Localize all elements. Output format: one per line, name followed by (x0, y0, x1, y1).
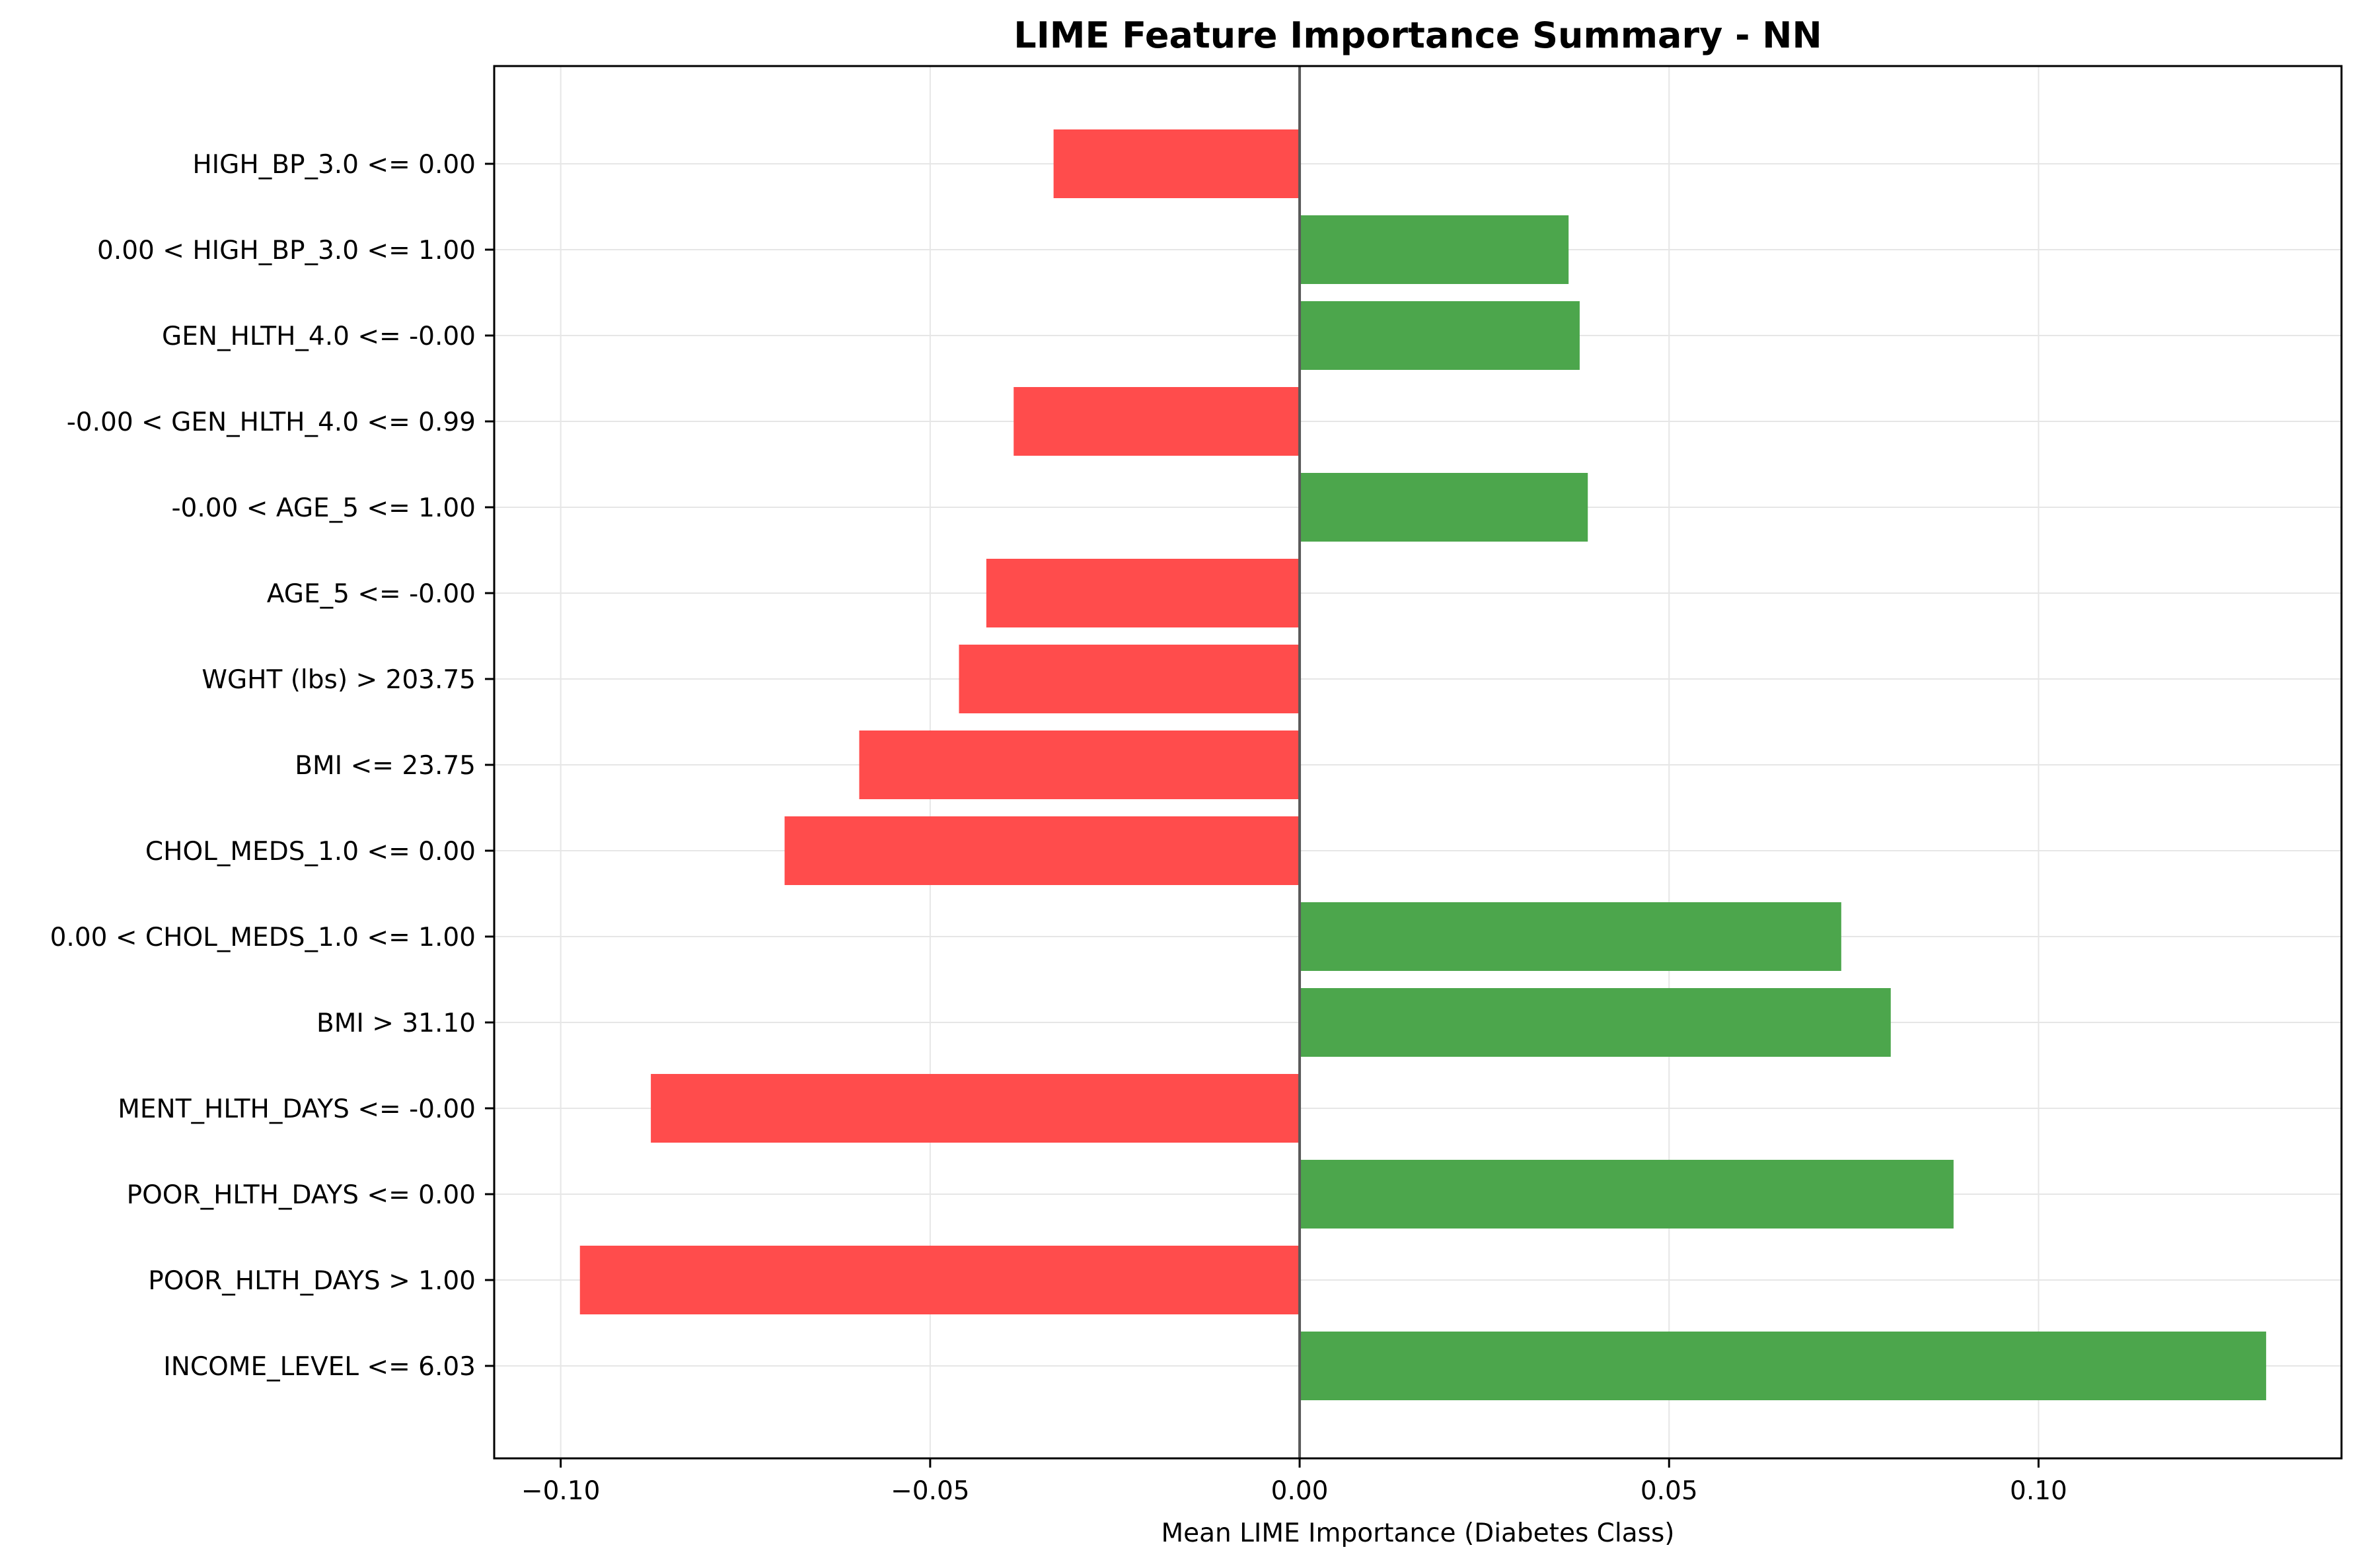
y-tick-label: MENT_HLTH_DAYS <= -0.00 (118, 1094, 476, 1124)
bar (859, 731, 1300, 799)
y-tick-label: CHOL_MEDS_1.0 <= 0.00 (145, 837, 476, 867)
bar (1300, 1332, 2266, 1400)
y-tick-label: -0.00 < AGE_5 <= 1.00 (171, 493, 476, 523)
y-tick-label: 0.00 < CHOL_MEDS_1.0 <= 1.00 (50, 923, 476, 952)
bar (986, 559, 1300, 627)
y-tick-layer: HIGH_BP_3.0 <= 0.00 0.00 < HIGH_BP_3.0 <=… (50, 150, 494, 1382)
x-tick-label: 0.05 (1641, 1476, 1698, 1506)
y-tick-label: BMI > 31.10 (316, 1009, 476, 1038)
y-tick-label: -0.00 < GEN_HLTH_4.0 <= 0.99 (67, 408, 476, 437)
y-tick-label: 0.00 < HIGH_BP_3.0 <= 1.00 (97, 236, 476, 266)
y-tick-label: BMI <= 23.75 (295, 751, 476, 781)
y-tick-label: WGHT (lbs) > 203.75 (202, 665, 476, 695)
bar (959, 645, 1300, 713)
bar (1300, 988, 1891, 1057)
bar (784, 816, 1300, 885)
y-tick-label: GEN_HLTH_4.0 <= -0.00 (162, 322, 476, 351)
bar (1300, 301, 1580, 370)
bar-layer (579, 129, 2266, 1400)
y-tick-label: HIGH_BP_3.0 <= 0.00 (192, 150, 476, 180)
chart-title: LIME Feature Importance Summary - NN (1014, 15, 1822, 56)
x-tick-label: −0.05 (891, 1476, 970, 1506)
bar (651, 1074, 1300, 1143)
bar (1300, 902, 1841, 971)
y-tick-label: POOR_HLTH_DAYS > 1.00 (148, 1266, 476, 1296)
bar (579, 1246, 1300, 1314)
bar (1014, 387, 1300, 456)
y-tick-label: INCOME_LEVEL <= 6.03 (163, 1352, 476, 1382)
x-tick-layer: −0.10 −0.05 0.00 0.05 0.10 (521, 1458, 2067, 1506)
plot-frame (493, 65, 2343, 1460)
x-axis-label: Mean LIME Importance (Diabetes Class) (1161, 1518, 1674, 1548)
y-tick-label: POOR_HLTH_DAYS <= 0.00 (127, 1180, 476, 1210)
bar (1053, 129, 1300, 198)
bar (1300, 215, 1569, 284)
x-tick-label: 0.00 (1271, 1476, 1329, 1506)
x-tick-label: 0.10 (2010, 1476, 2067, 1506)
bar (1300, 1160, 1954, 1229)
x-tick-label: −0.10 (521, 1476, 601, 1506)
y-tick-label: AGE_5 <= -0.00 (267, 579, 476, 609)
bar (1300, 473, 1588, 542)
